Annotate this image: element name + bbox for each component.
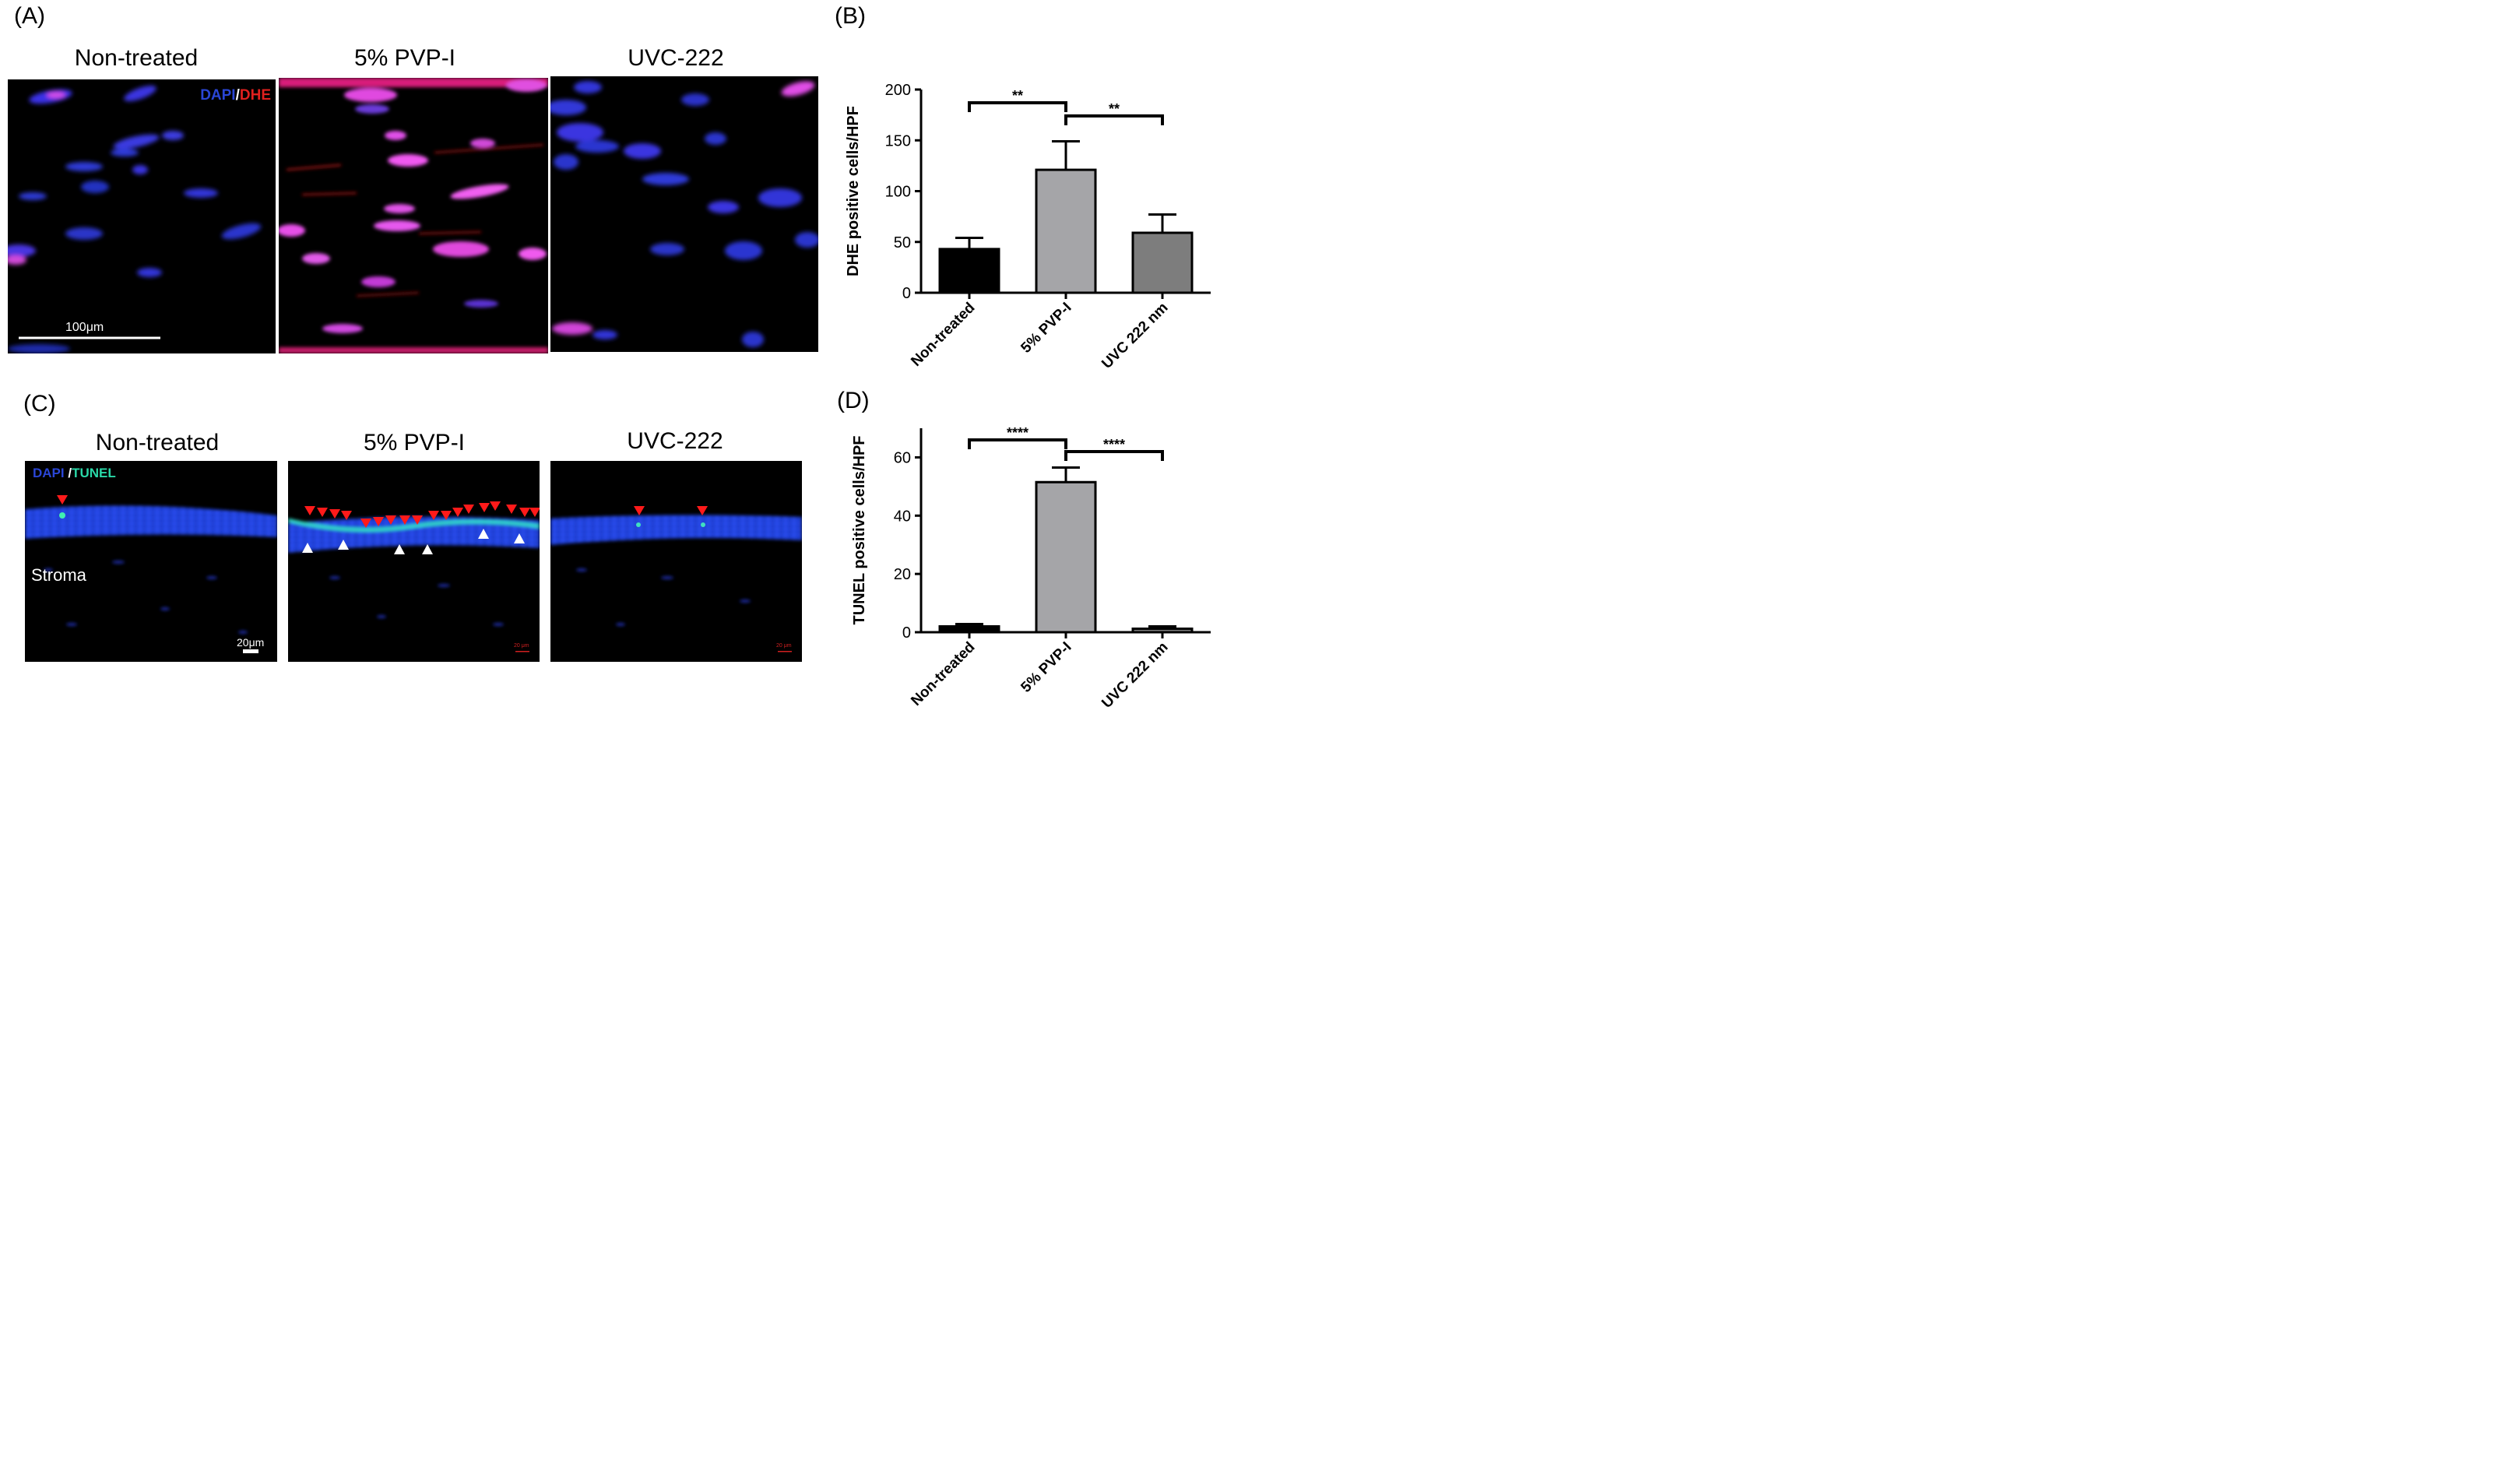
y-tick-label-4: 200 (885, 82, 911, 99)
significance-label-1: **** (1103, 437, 1125, 452)
tunel-micrograph-uvc: 20 μm (550, 461, 802, 662)
red-arrowhead-markers (304, 501, 540, 528)
y-tick-label-0: 0 (902, 624, 911, 642)
tunel-micrograph-pvpi: 20 μm (288, 461, 540, 662)
significance-bracket-0 (968, 438, 1067, 449)
panel-a-letter: (A) (14, 3, 45, 29)
significance-bracket-1 (1064, 449, 1164, 461)
panel-a-title-pvpi: 5% PVP-I (353, 45, 456, 71)
panel-a-title-non-treated: Non-treated (74, 45, 199, 71)
y-tick-label-1: 20 (894, 566, 911, 583)
panel-c-title-pvpi: 5% PVP-I (363, 430, 466, 455)
scale-bar-label: 100μm (65, 321, 104, 334)
tunel-micrograph-non-treated: DAPI /TUNEL Stroma 20μm (25, 461, 277, 662)
significance-bracket-0 (968, 100, 1067, 112)
stain-separator: / (235, 87, 240, 104)
bar-1 (1035, 480, 1097, 634)
dapi-label: DAPI (200, 87, 236, 104)
y-axis-label: TUNEL positive cells/HPF (851, 435, 868, 624)
tunel-bar-chart: 0 20 40 60 TUNEL positive cells/HPF Non-treat… (851, 425, 1211, 712)
red-arrowhead-marker (57, 495, 68, 505)
small-scale-label: 20 μm (514, 643, 529, 649)
panel-c-title-non-treated: Non-treated (95, 430, 220, 455)
dhe-micrograph-uvc (550, 76, 818, 352)
scale-bar-label: 20μm (237, 636, 265, 649)
panel-c-title-uvc: UVC-222 (627, 428, 723, 454)
tunel-stain-legend: DAPI /TUNEL (33, 466, 116, 481)
stroma-label: Stroma (31, 565, 86, 585)
significance-bracket-1 (1064, 114, 1164, 125)
small-scale-label: 20 μm (776, 643, 792, 649)
category-label-2: UVC 222 nm (1099, 639, 1171, 712)
y-axis-label: DHE positive cells/HPF (845, 106, 862, 276)
bar-0 (938, 625, 1000, 634)
panel-b-letter: (B) (835, 3, 866, 29)
dhe-label: DHE (239, 87, 271, 104)
bar-2 (1131, 628, 1194, 634)
significance-label-0: ** (1012, 88, 1023, 104)
white-arrowhead-markers (302, 529, 525, 554)
stain-separator: / (68, 466, 72, 480)
significance-label-1: ** (1109, 101, 1120, 117)
dapi-label: DAPI (33, 466, 69, 480)
y-tick-label-3: 60 (894, 449, 911, 466)
category-label-1: 5% PVP-I (1018, 639, 1074, 696)
dhe-bar-chart: 0 50 100 150 200 DHE positive cells/HPF Non-tr… (845, 82, 1211, 372)
y-tick-label-0: 0 (902, 285, 911, 302)
category-label-2: UVC 222 nm (1099, 300, 1171, 372)
dhe-micrograph-pvpi (279, 78, 548, 353)
y-tick-label-3: 150 (885, 132, 911, 149)
bar-1 (1035, 168, 1097, 294)
y-tick-label-2: 40 (894, 508, 911, 525)
bar-2 (1131, 231, 1194, 294)
tunel-label: TUNEL (72, 466, 116, 480)
category-label-0: Non-treated (908, 639, 978, 709)
scale-bar-20um (243, 649, 258, 653)
category-label-0: Non-treated (908, 300, 978, 370)
panel-c-letter: (C) (23, 391, 56, 417)
dhe-micrograph-non-treated: DAPI/DHE 100μm (8, 79, 276, 353)
y-tick-label-1: 50 (894, 234, 911, 251)
panel-d-letter: (D) (837, 388, 870, 413)
significance-label-0: **** (1007, 425, 1028, 441)
dhe-stain-legend: DAPI/DHE (200, 87, 271, 104)
bar-0 (938, 248, 1000, 294)
category-label-1: 5% PVP-I (1018, 300, 1074, 357)
panel-a-title-uvc: UVC-222 (628, 45, 724, 71)
y-tick-label-2: 100 (885, 184, 911, 201)
